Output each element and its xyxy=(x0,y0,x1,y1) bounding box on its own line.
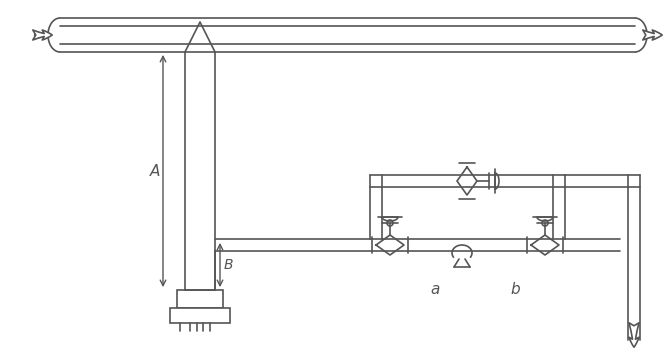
Bar xyxy=(170,308,230,323)
Text: a: a xyxy=(430,282,440,297)
Text: A: A xyxy=(150,164,160,178)
Text: b: b xyxy=(510,282,520,297)
Bar xyxy=(177,290,223,308)
Text: B: B xyxy=(223,258,233,272)
